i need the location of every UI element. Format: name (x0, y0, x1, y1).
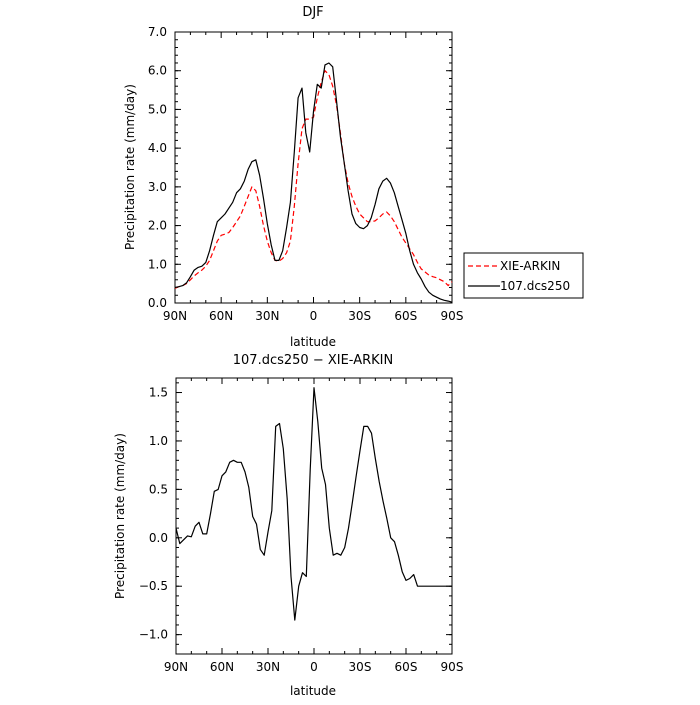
top-series-107-dcs250-line (174, 62, 453, 303)
bottom-plot-frame (175, 377, 453, 655)
bottom-y-tick-label: −1.0 (139, 628, 168, 642)
top-title: DJF (302, 5, 323, 20)
legend-box (463, 252, 584, 299)
bottom-x-tick-label: 60S (395, 660, 418, 674)
top-y-tick-label: 7.0 (148, 25, 167, 39)
legend: XIE-ARKIN 107.dcs250 (463, 252, 584, 299)
bottom-panel: 107.dcs250 − XIE-ARKIN 90N 60N 30N 0 30S 60S 9… (113, 353, 463, 698)
top-series-xie-arkin-line (174, 70, 453, 289)
top-x-tick-label: 30N (255, 309, 279, 323)
bottom-x-tick-label: 60N (210, 660, 234, 674)
legend-label-107-dcs250: 107.dcs250 (500, 279, 570, 293)
bottom-x-tick-label: 90S (441, 660, 464, 674)
bottom-x-tick-label: 0 (310, 660, 318, 674)
top-x-tick-label: 90N (163, 309, 187, 323)
bottom-y-ticks: −1.0 −0.5 0.0 0.5 1.0 1.5 (139, 382, 452, 655)
bottom-y-tick-label: 0.5 (149, 482, 168, 496)
top-y-tick-label: 4.0 (148, 141, 167, 155)
bottom-y-axis-label: Precipitation rate (mm/day) (113, 433, 127, 599)
top-y-tick-label: 2.0 (148, 219, 167, 233)
top-y-tick-label: 3.0 (148, 180, 167, 194)
top-x-tick-label: 60N (209, 309, 233, 323)
top-x-ticks: 90N 60N 30N 0 30S 60S 90S (163, 32, 464, 323)
top-panel: DJF 90N 60N 30N 0 30S 60S 90S 0.0 1.0 2.0 3.0 4.0 5… (123, 5, 463, 349)
top-x-axis-label: latitude (290, 335, 336, 349)
bottom-title: 107.dcs250 − XIE-ARKIN (233, 353, 393, 368)
top-x-tick-label: 60S (394, 309, 417, 323)
top-y-tick-label: 6.0 (148, 64, 167, 78)
bottom-x-ticks: 90N 60N 30N 0 30S 60S 90S (164, 378, 464, 674)
bottom-x-tick-label: 30S (349, 660, 372, 674)
top-y-tick-label: 1.0 (148, 257, 167, 271)
top-plot-frame (174, 31, 453, 304)
bottom-series-lines (175, 387, 452, 621)
bottom-x-axis-label: latitude (290, 684, 336, 698)
top-y-ticks: 0.0 1.0 2.0 3.0 4.0 5.0 6.0 7.0 (148, 25, 452, 310)
top-series-lines (174, 62, 453, 303)
top-y-axis-label: Precipitation rate (mm/day) (123, 84, 137, 250)
top-y-tick-label: 0.0 (148, 296, 167, 310)
top-x-tick-label: 90S (441, 309, 464, 323)
bottom-x-tick-label: 30N (256, 660, 280, 674)
bottom-series-difference-line (175, 387, 452, 621)
bottom-y-tick-label: −0.5 (139, 579, 168, 593)
bottom-y-tick-label: 0.0 (149, 531, 168, 545)
top-x-tick-label: 30S (348, 309, 371, 323)
bottom-y-tick-label: 1.0 (149, 434, 168, 448)
bottom-y-tick-label: 1.5 (149, 386, 168, 400)
legend-label-xie-arkin: XIE-ARKIN (500, 259, 560, 273)
bottom-x-tick-label: 90N (164, 660, 188, 674)
top-x-tick-label: 0 (310, 309, 318, 323)
top-y-tick-label: 5.0 (148, 102, 167, 116)
